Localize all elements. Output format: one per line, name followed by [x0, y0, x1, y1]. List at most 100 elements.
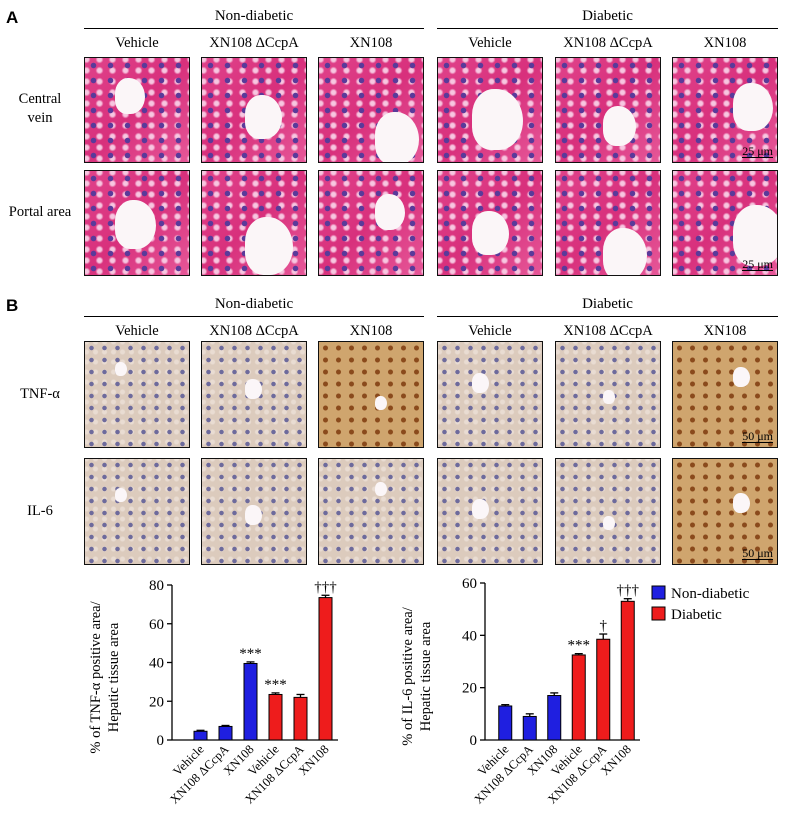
vessel [733, 205, 777, 267]
group-line [437, 28, 778, 29]
vessel [245, 95, 282, 140]
charts: 0 20 40 60 80 % of TNF-α positive area/Hepati… [88, 576, 750, 807]
vessel [115, 200, 156, 250]
vessel [375, 482, 387, 497]
micrograph [437, 57, 543, 163]
vessel [472, 211, 509, 256]
micrograph [555, 57, 661, 163]
bar [522, 715, 537, 741]
micrograph: 50 μm [672, 458, 778, 565]
column-label: Vehicle [468, 35, 512, 51]
bar [268, 693, 283, 741]
group-label: Diabetic [582, 8, 633, 24]
bar [547, 695, 562, 741]
legend-label: Non-diabetic [671, 586, 750, 602]
panel-letter: B [6, 296, 19, 315]
vessel [472, 89, 523, 151]
micrograph [437, 458, 543, 565]
micrograph [437, 170, 543, 276]
bar [293, 696, 308, 741]
bar [243, 662, 258, 741]
vessel [603, 516, 615, 531]
legend-label: Diabetic [671, 607, 722, 623]
vessel [115, 78, 145, 114]
significance: † [600, 618, 608, 634]
legend-swatch [651, 585, 666, 600]
micrograph [555, 341, 661, 448]
micrograph [555, 170, 661, 276]
column-label: XN108 ΔCcpA [209, 323, 299, 339]
y-tick-label: 60 [149, 617, 164, 633]
y-axis-label: Hepatic tissue area [106, 622, 122, 732]
micrograph [318, 341, 424, 448]
significance: ††† [617, 583, 640, 599]
vessel [375, 396, 387, 411]
micrograph [318, 458, 424, 565]
column-label: XN108 [349, 35, 393, 51]
scale-bar: 50 μm [742, 546, 773, 560]
row-label: IL-6 [27, 502, 53, 519]
vessel [733, 83, 773, 131]
row-label: TNF-α [20, 385, 60, 402]
significance: *** [239, 646, 262, 662]
column-label: Vehicle [115, 323, 159, 339]
column-label: XN108 ΔCcpA [563, 323, 653, 339]
vessel [375, 194, 405, 230]
y-tick-label: 40 [462, 628, 477, 644]
bar [498, 705, 513, 741]
bar [218, 725, 233, 741]
micrograph [201, 57, 307, 163]
group-line [84, 316, 424, 317]
y-axis-label: Hepatic tissue area [418, 621, 434, 731]
group-label: Diabetic [582, 296, 633, 312]
vessel [245, 505, 262, 526]
scale-bar: 50 μm [742, 429, 773, 443]
bar [620, 600, 635, 741]
column-label: XN108 [703, 35, 747, 51]
vessel [115, 488, 127, 503]
row-label: Central vein [18, 91, 62, 126]
row-label: Portal area [8, 204, 72, 220]
micrograph [84, 341, 190, 448]
y-axis-label: % of TNF-α positive area/ [88, 600, 104, 753]
group-label: Non-diabetic [214, 296, 294, 312]
micrograph [318, 170, 424, 276]
significance: *** [264, 677, 287, 693]
vessel [245, 217, 293, 275]
column-label: Vehicle [115, 35, 159, 51]
vessel [115, 362, 127, 377]
y-axis-label: % of IL-6 positive area/ [400, 606, 416, 745]
vessel [733, 493, 750, 514]
micrograph: 25 μm [672, 57, 778, 163]
micrograph [201, 341, 307, 448]
y-tick-label: 40 [149, 656, 164, 672]
micrograph [437, 341, 543, 448]
y-tick-label: 80 [149, 578, 164, 594]
micrograph: 25 μm [672, 170, 778, 276]
bar [596, 638, 611, 741]
micrograph [84, 458, 190, 565]
column-label: Vehicle [468, 323, 512, 339]
y-tick-label: 0 [470, 733, 478, 749]
y-tick-label: 20 [462, 681, 477, 697]
bar [318, 597, 333, 741]
micrograph: 50 μm [672, 341, 778, 448]
vessel [245, 379, 262, 400]
y-tick-label: 20 [149, 694, 164, 710]
y-tick-label: 60 [462, 576, 477, 592]
vessel [472, 499, 489, 520]
vessel [472, 373, 489, 394]
column-label: XN108 [703, 323, 747, 339]
vessel [603, 390, 615, 405]
micrograph [84, 170, 190, 276]
vessel [733, 367, 750, 388]
vessel [603, 228, 647, 275]
scale-bar: 25 μm [742, 257, 773, 271]
group-line [84, 28, 424, 29]
bar [571, 654, 586, 741]
micrograph [318, 57, 424, 163]
micrograph [555, 458, 661, 565]
significance: ††† [314, 579, 337, 595]
micrograph [201, 458, 307, 565]
